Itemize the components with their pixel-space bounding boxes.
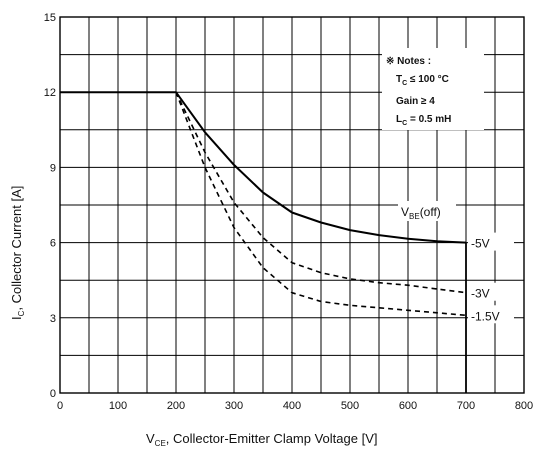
series-label-background: [468, 305, 514, 324]
x-axis-label: VCE, Collector-Emitter Clamp Voltage [V]: [146, 431, 378, 448]
x-tick-label: 300: [225, 400, 243, 412]
notes-tc: TC ≤ 100 °C: [396, 74, 449, 87]
curves: [60, 91, 467, 393]
series-label: -3V: [471, 287, 490, 301]
notes-tc-main: T: [396, 74, 402, 85]
legend-title-background: [398, 201, 456, 221]
series-line-15V: [175, 91, 467, 317]
notes-gain: Gain ≥ 4: [396, 96, 435, 107]
notes-box: ※ Notes : TC ≤ 100 °C Gain ≥ 4 LC = 0.5 …: [382, 48, 484, 130]
x-tick-label: 700: [457, 400, 475, 412]
legend-title-rest: (off): [420, 205, 441, 219]
notes-lc-main: L: [396, 114, 402, 125]
y-axis-label: IC, Collector Current [A]: [9, 186, 26, 320]
y-tick-label: 12: [44, 87, 56, 99]
series-labels: -5V -3V -1.5V: [468, 232, 514, 324]
x-tick-label: 0: [57, 400, 63, 412]
series-label: -1.5V: [471, 309, 500, 323]
y-axis-label-sub: C: [17, 310, 26, 316]
x-axis-label-main: V: [146, 431, 155, 446]
tick-labels: 0 100 200 300 400 500 600 700 800 0 3 6 9 12 15: [44, 12, 533, 412]
x-tick-label: 800: [515, 400, 533, 412]
notes-lc-rest: = 0.5 mH: [407, 114, 451, 125]
y-tick-label: 15: [44, 12, 56, 24]
y-axis-label-rest: , Collector Current [A]: [9, 186, 24, 311]
y-axis-label-main: I: [9, 316, 24, 320]
y-tick-label: 9: [50, 162, 56, 174]
x-tick-label: 500: [341, 400, 359, 412]
series-line-3V: [175, 91, 467, 294]
x-tick-label: 100: [109, 400, 127, 412]
notes-tc-rest: ≤ 100 °C: [407, 74, 449, 85]
y-tick-label: 3: [50, 313, 56, 325]
y-tick-label: 6: [50, 238, 56, 250]
series-label-background: [468, 282, 514, 301]
x-tick-label: 400: [283, 400, 301, 412]
x-axis-label-rest: , Collector-Emitter Clamp Voltage [V]: [166, 431, 378, 446]
x-axis-label-sub: CE: [155, 439, 166, 448]
notes-title: ※ Notes :: [386, 56, 431, 67]
notes-tc-sub: C: [402, 80, 407, 87]
plot-border: [59, 16, 525, 394]
notes-lc-sub: C: [402, 120, 407, 127]
series-label-background: [468, 232, 514, 251]
legend-title-group: VBE(off): [398, 201, 456, 221]
x-tick-label: 200: [167, 400, 185, 412]
notes-background: [382, 48, 484, 130]
series-label: -5V: [471, 237, 490, 251]
series-line-5V: [60, 91, 467, 244]
legend-title: VBE(off): [401, 205, 441, 221]
legend-title-sub: BE: [409, 212, 420, 221]
y-tick-label: 0: [50, 388, 56, 400]
x-tick-label: 600: [399, 400, 417, 412]
legend-title-main: V: [401, 205, 409, 219]
notes-lc: LC = 0.5 mH: [396, 114, 451, 127]
